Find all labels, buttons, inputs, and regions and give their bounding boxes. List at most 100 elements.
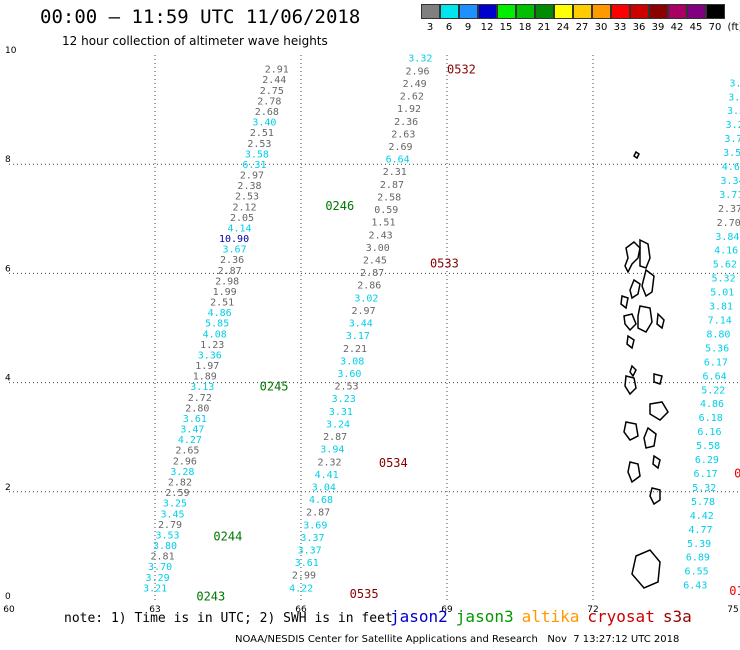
wave-height-value: 3.29 xyxy=(146,573,170,584)
y-tick-label: 2 xyxy=(5,483,11,493)
wave-height-value: 2.05 xyxy=(230,213,254,224)
satellite-name: jason3 xyxy=(455,607,514,626)
wave-height-value: 7.14 xyxy=(708,316,732,327)
wave-height-value: 3.94 xyxy=(320,445,344,456)
wave-height-value: 3.24 xyxy=(326,419,350,430)
x-tick-label: 72 xyxy=(587,605,598,615)
wave-height-value: 2.82 xyxy=(168,477,192,488)
legend-swatch xyxy=(649,4,668,19)
legend-label: 6 xyxy=(445,22,453,33)
wave-height-value: 2.91 xyxy=(265,65,289,76)
island-outline xyxy=(649,401,669,421)
x-tick-label: 66 xyxy=(295,605,307,615)
pass-number-label: 0245 xyxy=(260,379,289,393)
wave-height-value: 3.53 xyxy=(155,530,179,541)
wave-height-value: 6.89 xyxy=(686,553,710,564)
wave-height-value: 2.62 xyxy=(400,92,424,103)
units-note: note: 1) Time is in UTC; 2) SWH is in fe… xyxy=(64,611,393,626)
pass-number-label: 0535 xyxy=(350,587,379,601)
wave-height-value: 4.68 xyxy=(309,495,333,506)
wave-height-value: 2.69 xyxy=(388,142,412,153)
pass-number-label: 0532 xyxy=(447,63,476,77)
wave-height-value: 2.21 xyxy=(343,344,367,355)
wave-height-value: 3.04 xyxy=(312,482,336,493)
wave-height-value: 3.37 xyxy=(298,546,322,557)
wave-height-value: 4.61 xyxy=(722,162,740,173)
island-outline xyxy=(643,426,657,449)
wave-height-value: 4.16 xyxy=(714,246,738,257)
pass-labels: 0243 0244 0245 0246 0535 0534 0533 0532 01 0 xyxy=(196,63,740,604)
legend-swatch xyxy=(573,4,592,19)
legend-label: 15 xyxy=(499,22,513,33)
wave-height-value: 3.17 xyxy=(346,331,370,342)
wave-height-value: 2.96 xyxy=(405,66,429,77)
wave-height-value: 6.16 xyxy=(697,427,721,438)
wave-height-value: 3.69 xyxy=(303,520,327,531)
legend-swatch xyxy=(592,4,611,19)
wave-height-value: 3.21 xyxy=(726,120,740,131)
y-tick-label: 6 xyxy=(5,264,11,274)
wave-height-value: 3.40 xyxy=(252,118,276,129)
wave-height-value: 5.78 xyxy=(691,497,715,508)
island-outline xyxy=(627,461,641,484)
wave-height-value: 5.62 xyxy=(713,260,737,271)
wave-height-value: 2.87 xyxy=(323,432,347,443)
wave-height-value: 3.32 xyxy=(408,54,432,65)
y-tick-label: 8 xyxy=(5,155,11,165)
legend-label: 3 xyxy=(426,22,434,33)
wave-height-value: 2.43 xyxy=(369,230,393,241)
wave-height-value: 6.17 xyxy=(694,469,718,480)
legend-label: 39 xyxy=(651,22,665,33)
wave-height-value: 3.34 xyxy=(721,176,740,187)
y-tick-label: 0 xyxy=(5,592,11,602)
wave-height-value: 4.42 xyxy=(690,511,714,522)
wave-height-value: 3.76 xyxy=(728,92,740,103)
wave-height-value: 4.86 xyxy=(700,399,724,410)
wave-height-value: 3.80 xyxy=(153,541,177,552)
island-outline xyxy=(649,487,661,506)
wave-height-value: 2.87 xyxy=(380,180,404,191)
wave-height-value: 2.53 xyxy=(247,139,271,150)
wave-height-value: 2.12 xyxy=(232,202,256,213)
wave-height-value: 2.36 xyxy=(394,117,418,128)
wave-height-value: 2.45 xyxy=(363,255,387,266)
wave-height-value: 2.87 xyxy=(360,268,384,279)
wave-height-value: 2.78 xyxy=(257,96,281,107)
island-outline xyxy=(623,313,637,332)
wave-height-value: 3.84 xyxy=(715,232,739,243)
wave-height-value: 2.75 xyxy=(260,86,284,97)
y-tick-label: 10 xyxy=(5,46,17,56)
wave-height-value: 5.85 xyxy=(205,319,229,330)
wave-height-value: 3.54 xyxy=(723,148,740,159)
legend-swatch xyxy=(516,4,535,19)
wave-height-value: 3.47 xyxy=(180,425,204,436)
wave-height-value: 2.63 xyxy=(391,129,415,140)
wave-height-value: 2.96 xyxy=(173,456,197,467)
island-outline xyxy=(656,312,665,330)
legend-label: 24 xyxy=(556,22,570,33)
x-tick-label: 69 xyxy=(441,605,453,615)
wave-height-value: 6.55 xyxy=(685,567,709,578)
wave-height-value: 3.36 xyxy=(198,350,222,361)
island-outline xyxy=(623,421,639,441)
wave-height-value: 3.02 xyxy=(354,293,378,304)
island-outline xyxy=(653,373,663,385)
legend-swatch xyxy=(497,4,516,19)
legend-label: 33 xyxy=(613,22,627,33)
pass-number-label: 0243 xyxy=(196,590,225,604)
map-subtitle: 12 hour collection of altimeter wave hei… xyxy=(62,34,328,48)
island-outline xyxy=(624,241,641,274)
wave-height-value: 3.61 xyxy=(295,558,319,569)
legend-swatch xyxy=(611,4,630,19)
wave-height-value: 0.59 xyxy=(374,205,398,216)
island-outline xyxy=(637,305,653,333)
legend-label: 36 xyxy=(632,22,646,33)
legend-label: 30 xyxy=(594,22,608,33)
legend-label: 21 xyxy=(537,22,551,33)
wave-height-value: 2.72 xyxy=(188,393,212,404)
wave-height-value: 3.71 xyxy=(719,190,740,201)
pass-number-label: 0 xyxy=(734,467,740,481)
wave-height-value: 5.32 xyxy=(692,483,716,494)
